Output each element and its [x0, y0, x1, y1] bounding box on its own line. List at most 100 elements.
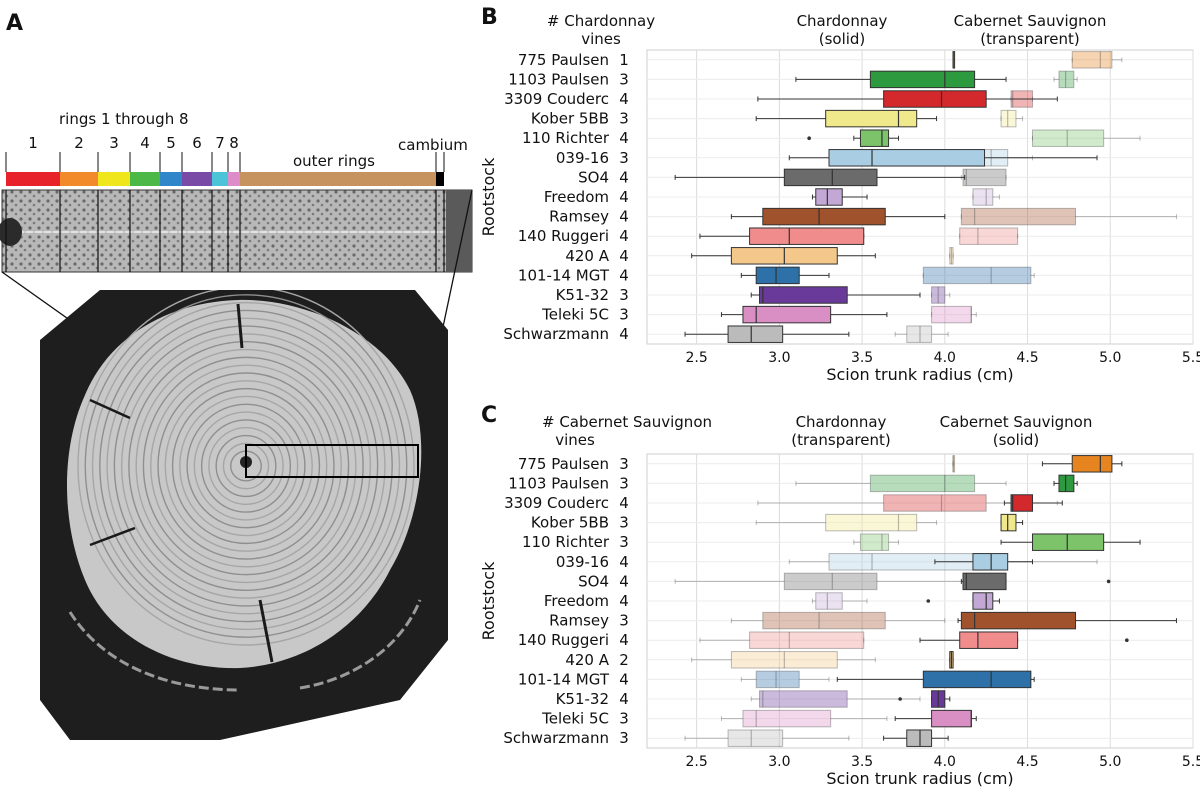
transparent-box — [1071, 51, 1113, 69]
vine-count-label: 3 — [619, 286, 629, 304]
vine-count-label: 3 — [619, 612, 629, 630]
rootstock-label: 110 Richter — [522, 533, 610, 551]
vine-count-label: 3 — [619, 474, 629, 492]
panel-c-letter: C — [481, 403, 497, 428]
panel-c-boxplot: 2.5 3.0 3.5 4.0 4.5 5.0 5.5 775 Paulsen 3 1103 Pa… — [479, 453, 1200, 788]
vine-count-label: 4 — [619, 690, 629, 708]
solid-outlier — [807, 136, 811, 140]
vine-count-label: 3 — [619, 110, 629, 128]
ring-bar-segment-1 — [6, 172, 60, 186]
rootstock-label: 775 Paulsen — [518, 455, 609, 473]
growth-ring — [99, 309, 393, 623]
trunk-strip-image — [0, 189, 473, 273]
panel-a-letter: A — [6, 11, 23, 36]
transparent-box — [869, 474, 976, 493]
vine-count-label: 4 — [619, 208, 629, 226]
solid-box — [783, 168, 878, 187]
solid-outlier — [1106, 579, 1111, 584]
x-axis-label: Scion trunk radius (cm) — [826, 365, 1013, 384]
solid-box — [825, 109, 918, 128]
x-tick-label: 2.5 — [686, 350, 708, 366]
solid-box — [931, 709, 972, 728]
x-tick-label: 3.5 — [851, 754, 873, 770]
transparent-box — [949, 247, 954, 265]
ring-bar-segment-7 — [212, 172, 228, 186]
vine-count-label: 3 — [619, 306, 629, 324]
ring-number-8: 8 — [229, 134, 239, 152]
vine-count-label: 4 — [619, 631, 629, 649]
growth-ring — [200, 419, 292, 513]
y-axis-label: Rootstock — [479, 561, 498, 640]
outer-rings-label: outer rings — [293, 152, 375, 170]
vine-count-label: 3 — [619, 514, 629, 532]
x-tick-label: 5.0 — [1099, 350, 1121, 366]
panel-b-solid-header-line2: (solid) — [819, 30, 866, 48]
x-tick-label: 4.5 — [1016, 754, 1038, 770]
rootstock-label: 420 A — [565, 247, 609, 265]
x-tick-label: 3.5 — [851, 350, 873, 366]
ring-number-1: 1 — [28, 134, 38, 152]
vine-count-label: 3 — [619, 149, 629, 167]
panel-b-transparent-header-line2: (transparent) — [980, 30, 1079, 48]
growth-ring — [91, 301, 401, 631]
transparent-box — [1000, 109, 1017, 128]
y-axis-label: Rootstock — [479, 157, 498, 236]
vine-count-label: 1 — [619, 51, 629, 69]
ring-color-bar — [5, 152, 445, 186]
growth-ring — [106, 317, 386, 615]
x-tick-label: 3.0 — [768, 754, 790, 770]
transparent-box — [749, 631, 865, 649]
rootstock-label: 140 Ruggeri — [518, 227, 609, 245]
solid-box — [1032, 533, 1105, 551]
transparent-box — [742, 709, 832, 728]
solid-box — [922, 670, 1032, 689]
transparent-box — [859, 533, 890, 551]
x-tick-label: 5.5 — [1182, 754, 1200, 770]
growth-ring — [179, 395, 313, 537]
vine-count-label: 3 — [619, 533, 629, 551]
growth-ring — [142, 356, 350, 576]
vine-count-label: 4 — [619, 247, 629, 265]
solid-box — [755, 266, 800, 285]
x-tick-label: 2.5 — [686, 754, 708, 770]
vine-count-label: 2 — [619, 651, 629, 669]
solid-box — [962, 572, 1007, 591]
rootstock-label: K51-32 — [556, 690, 609, 708]
growth-ring — [77, 290, 415, 646]
trunk-cross-section-image — [40, 290, 448, 740]
solid-box — [883, 90, 987, 108]
solid-box — [727, 325, 784, 343]
rootstock-label: 420 A — [565, 651, 609, 669]
panel-b-count-header-line2: vines — [581, 30, 621, 48]
panel-b-solid-header-line1: Chardonnay — [797, 12, 888, 30]
rootstock-label: SO4 — [578, 572, 609, 590]
growth-ring — [157, 372, 335, 560]
ring-bar-segment-5 — [160, 172, 182, 186]
transparent-box — [825, 513, 918, 532]
vine-count-label: 4 — [619, 572, 629, 590]
solid-box — [749, 227, 865, 245]
panel-c-cabernet-chart: C # Cabernet Sauvignon vines Cabernet Sa… — [479, 403, 1200, 788]
rootstock-label: 039-16 — [556, 149, 609, 167]
transparent-box — [759, 690, 848, 708]
solid-box — [1058, 474, 1075, 493]
solid-box — [828, 149, 986, 167]
transparent-box — [883, 494, 987, 512]
rootstock-label: 101-14 MGT — [518, 266, 610, 284]
vine-count-label: 4 — [619, 227, 629, 245]
vine-count-label: 3 — [619, 729, 629, 747]
rootstock-label: Schwarzmann — [503, 729, 609, 747]
vine-count-label: 4 — [619, 129, 629, 147]
vine-count-label: 4 — [619, 553, 629, 571]
transparent-box — [972, 188, 994, 206]
panel-c-solid-header-line2: (solid) — [993, 431, 1040, 449]
growth-rings — [77, 290, 415, 646]
vine-count-label: 4 — [619, 90, 629, 108]
rootstock-label: 140 Ruggeri — [518, 631, 609, 649]
transparent-box — [815, 592, 843, 610]
x-tick-label: 4.5 — [1016, 350, 1038, 366]
ring-number-7: 7 — [215, 134, 225, 152]
transparent-box — [960, 207, 1077, 226]
x-tick-label: 5.0 — [1099, 754, 1121, 770]
rootstock-label: 1103 Paulsen — [508, 474, 609, 492]
